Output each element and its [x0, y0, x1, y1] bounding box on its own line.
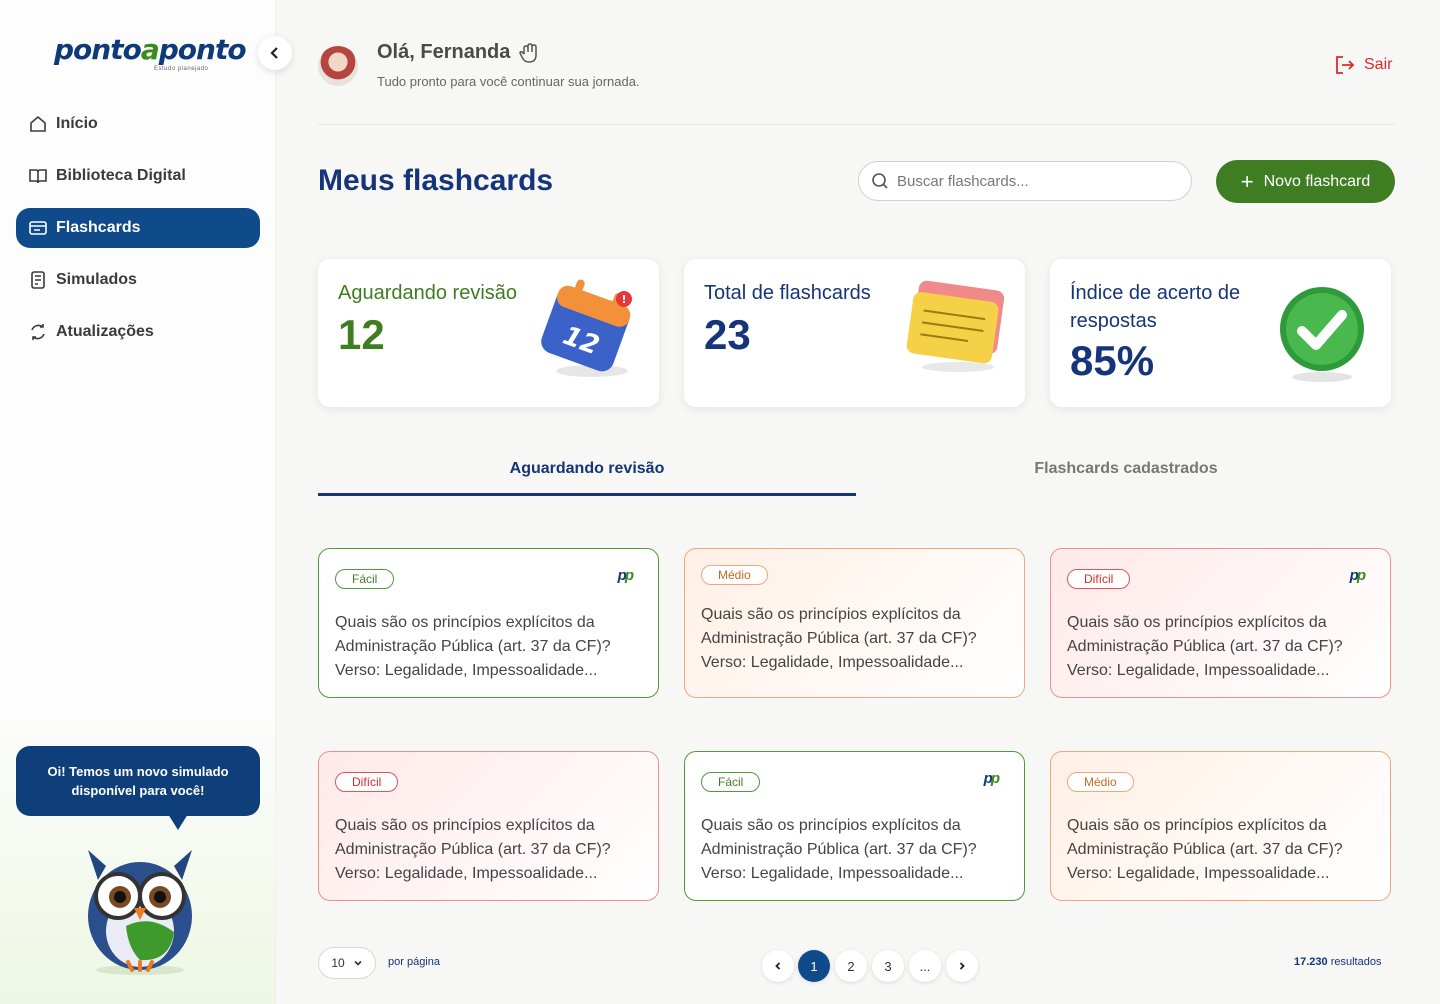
- difficulty-badge: Fácil: [701, 772, 761, 792]
- card-logo-text: pp: [1349, 567, 1366, 584]
- difficulty-badge: Difícil: [335, 772, 399, 792]
- difficulty-badge: Fácil: [335, 569, 395, 589]
- sidebar-item-label: Atualizações: [56, 323, 154, 340]
- owl-mascot-icon: [88, 850, 192, 975]
- header-divider: [318, 124, 1395, 125]
- flashcard[interactable]: Difícil Quais são os princípios explícit…: [318, 751, 659, 901]
- logout-button[interactable]: Sair: [1334, 54, 1392, 76]
- difficulty-badge: Difícil: [1067, 569, 1131, 589]
- stat-label: Índice de acerto de respostas: [1070, 282, 1241, 332]
- stat-value: 12: [338, 311, 385, 358]
- per-page-select[interactable]: 10: [318, 947, 376, 979]
- difficulty-badge: Médio: [1067, 772, 1134, 792]
- sticky-notes-icon: [906, 280, 1005, 372]
- next-page-button[interactable]: [946, 950, 978, 982]
- brand-logo-icon: pp: [1349, 567, 1366, 584]
- waving-hand-icon: [519, 42, 538, 63]
- chevron-right-icon: [959, 962, 965, 970]
- search-icon: [872, 173, 888, 189]
- sidebar-item-label: Simulados: [56, 271, 137, 288]
- sidebar: pontoaponto Estudo planejado Início Bibl…: [0, 0, 276, 1004]
- sidebar-item-biblioteca[interactable]: Biblioteca Digital: [16, 156, 260, 196]
- chevron-left-icon: [775, 962, 781, 970]
- exam-icon: [31, 271, 45, 289]
- results-label: resultados: [1330, 956, 1382, 968]
- per-page-value: 10: [331, 956, 345, 970]
- stat-label: Aguardando revisão: [338, 282, 518, 304]
- avatar[interactable]: [318, 46, 358, 86]
- flashcard-text: Quais são os princípios explícitos da Ad…: [701, 817, 977, 882]
- chevron-left-icon: [270, 47, 278, 59]
- flashcard[interactable]: Fácil pp Quais são os princípios explíci…: [684, 751, 1025, 901]
- new-flashcard-label: Novo flashcard: [1263, 172, 1371, 190]
- brand-logo-icon: pp: [617, 567, 634, 584]
- sidebar-item-simulados[interactable]: Simulados: [16, 260, 260, 300]
- logo-part-2: a: [140, 33, 160, 66]
- chevron-down-icon: [354, 960, 362, 966]
- card-logo-text: pp: [983, 770, 1000, 787]
- flashcard-text: Quais são os princípios explícitos da Ad…: [335, 817, 611, 882]
- results-number: 17.230: [1294, 956, 1328, 968]
- new-flashcard-button[interactable]: + Novo flashcard: [1216, 160, 1395, 203]
- sidebar-item-label: Início: [56, 115, 98, 132]
- stat-label: Total de flashcards: [704, 282, 871, 304]
- refresh-icon: [31, 324, 45, 340]
- logo-tagline: Estudo planejado: [154, 66, 209, 72]
- difficulty-badge: Médio: [701, 565, 768, 585]
- results-count: 17.230 resultados: [1294, 956, 1381, 968]
- search-input[interactable]: [897, 172, 1167, 190]
- logo-part-1: ponto: [54, 33, 142, 66]
- page-title: Meus flashcards: [318, 164, 554, 197]
- greeting-text: Olá, Fernanda: [377, 41, 511, 63]
- logout-label: Sair: [1364, 56, 1393, 73]
- flashcard-text: Quais são os princípios explícitos da Ad…: [1067, 817, 1343, 882]
- logo-part-3: ponto: [158, 33, 247, 66]
- flashcard-text: Quais são os princípios explícitos da Ad…: [701, 606, 977, 671]
- collapse-sidebar-button[interactable]: [258, 36, 292, 70]
- book-icon: [29, 169, 47, 184]
- brand-logo-icon: pp: [983, 770, 1000, 787]
- tab-registered[interactable]: Flashcards cadastrados: [1034, 460, 1218, 477]
- sidebar-item-label: Flashcards: [56, 219, 141, 236]
- greeting-subtitle: Tudo pronto para você continuar sua jorn…: [377, 74, 640, 89]
- sidebar-item-inicio[interactable]: Início: [16, 104, 260, 144]
- stat-value: 85%: [1070, 337, 1155, 384]
- prev-page-button[interactable]: [762, 950, 794, 982]
- flashcard[interactable]: Difícil pp Quais são os princípios explí…: [1050, 548, 1391, 698]
- logout-icon: [1336, 56, 1355, 74]
- check-circle-icon: [1280, 287, 1364, 382]
- stat-card-pending: Aguardando revisão 12 12 !: [318, 259, 659, 407]
- flashcard-icon: [29, 221, 47, 235]
- sidebar-item-label: Biblioteca Digital: [56, 167, 186, 184]
- svg-text:!: !: [621, 293, 626, 306]
- page-button-1[interactable]: 1: [798, 950, 830, 982]
- stat-card-accuracy: Índice de acerto de respostas 85%: [1050, 259, 1391, 407]
- tab-pending-review[interactable]: Aguardando revisão: [318, 460, 856, 496]
- sidebar-item-atualizacoes[interactable]: Atualizações: [16, 312, 260, 352]
- search-box[interactable]: [858, 161, 1192, 201]
- page-ellipsis[interactable]: ...: [909, 950, 941, 982]
- plus-icon: +: [1240, 168, 1254, 194]
- flashcard[interactable]: Fácil pp Quais são os princípios explíci…: [318, 548, 659, 698]
- card-logo-text: pp: [617, 567, 634, 584]
- per-page-label: por página: [388, 956, 440, 968]
- sidebar-item-flashcards[interactable]: Flashcards: [16, 208, 260, 248]
- page-button-2[interactable]: 2: [835, 950, 867, 982]
- stat-card-total: Total de flashcards 23: [684, 259, 1025, 407]
- page-button-3[interactable]: 3: [872, 950, 904, 982]
- flashcard[interactable]: Médio Quais são os princípios explícitos…: [1050, 751, 1391, 901]
- home-icon: [30, 115, 46, 132]
- greeting: Olá, Fernanda: [377, 41, 540, 64]
- sidebar-nav: Início Biblioteca Digital Flashcards Sim…: [16, 104, 260, 364]
- flashcard-text: Quais são os princípios explícitos da Ad…: [1067, 614, 1343, 679]
- flashcard-text: Quais são os princípios explícitos da Ad…: [335, 614, 611, 679]
- calendar-icon: 12 !: [541, 279, 632, 377]
- notification-bubble[interactable]: Oi! Temos um novo simulado disponível pa…: [16, 746, 260, 830]
- logo[interactable]: pontoaponto Estudo planejado: [54, 33, 247, 74]
- flashcard[interactable]: Médio Quais são os princípios explícitos…: [684, 548, 1025, 698]
- stat-value: 23: [704, 311, 751, 358]
